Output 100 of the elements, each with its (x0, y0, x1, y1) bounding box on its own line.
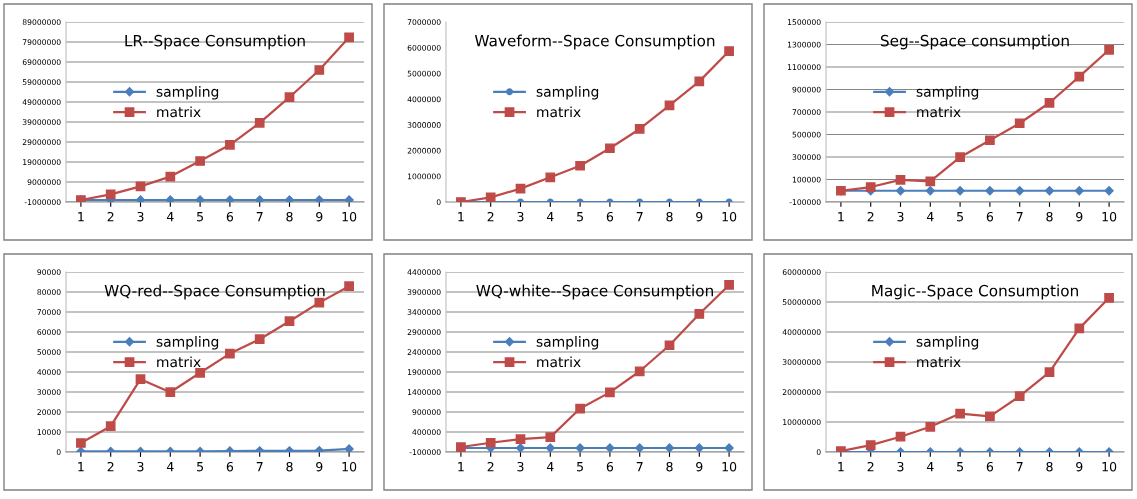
point (76, 438, 86, 448)
point (255, 195, 265, 202)
point (254, 334, 265, 345)
point (985, 411, 995, 422)
x-tick-label: 10 (1102, 211, 1117, 222)
x-tick-label: 4 (166, 462, 174, 472)
point (925, 176, 936, 187)
point (575, 443, 585, 452)
x-tick-label: 9 (696, 461, 703, 472)
point (575, 160, 585, 171)
x-tick-label: 1 (458, 462, 464, 472)
x-tick-label: 10 (1102, 461, 1117, 472)
legend-label: matrix (537, 106, 581, 118)
point (344, 32, 354, 43)
text: Seg--Space consumption (880, 34, 1069, 50)
point (605, 443, 615, 452)
x-tick-label: 3 (517, 211, 524, 222)
point (195, 195, 205, 202)
x-tick-label: 3 (897, 461, 904, 472)
x-tick-label: 1 (78, 212, 84, 222)
x-tick-label: 5 (577, 462, 583, 472)
point (314, 445, 324, 452)
point (254, 117, 265, 128)
point (165, 195, 175, 202)
point (694, 443, 704, 452)
legend-label: sampling (156, 86, 219, 100)
point (485, 437, 496, 448)
point (485, 192, 496, 202)
point (314, 65, 325, 75)
point (1044, 97, 1055, 108)
point (1014, 391, 1025, 402)
legend-label: matrix (917, 356, 961, 368)
x-tick-label: 4 (166, 212, 174, 222)
legend-label: matrix (157, 106, 201, 118)
x-tick-label: 10 (342, 211, 357, 222)
x-tick-label: 6 (226, 211, 234, 222)
point (545, 432, 556, 443)
legend-label: sampling (916, 336, 979, 350)
x-tick-label: 9 (1076, 461, 1083, 472)
legend-label: matrix (157, 356, 201, 368)
x-tick-label: 5 (577, 212, 583, 222)
point (664, 443, 675, 452)
point (165, 387, 176, 398)
point (515, 443, 526, 452)
point (664, 100, 675, 111)
x-tick-label: 5 (197, 212, 203, 222)
point (1104, 186, 1114, 196)
x-tick-label: 7 (256, 212, 263, 222)
x-tick-label: 8 (1046, 211, 1053, 222)
x-tick-label: 6 (986, 461, 994, 472)
x-tick-label: 5 (957, 462, 963, 472)
point (195, 156, 205, 166)
text: WQ-red--Space Consumption (104, 284, 325, 300)
point (634, 366, 645, 377)
x-tick-label: 10 (722, 211, 737, 222)
point (1044, 367, 1055, 378)
x-tick-label: 2 (867, 461, 874, 472)
x-tick-label: 2 (487, 461, 494, 472)
point (1104, 292, 1114, 303)
x-tick-label: 1 (78, 462, 84, 472)
point (955, 186, 965, 196)
point (344, 195, 354, 202)
x-tick-label: 1 (838, 212, 844, 222)
point (135, 374, 146, 385)
x-tick-label: 3 (897, 211, 904, 222)
x-tick-label: 6 (606, 211, 614, 222)
x-tick-label: 7 (1016, 462, 1023, 472)
point (225, 348, 235, 359)
point (1074, 71, 1085, 82)
x-tick-label: 5 (957, 212, 963, 222)
point (724, 280, 734, 290)
point (314, 195, 324, 202)
point (985, 186, 995, 196)
x-tick-label: 2 (107, 461, 114, 472)
x-tick-label: 3 (517, 461, 524, 472)
x-tick-label: 6 (226, 461, 234, 472)
x-tick-label: 4 (546, 462, 554, 472)
point (1044, 186, 1055, 196)
x-tick-label: 6 (986, 211, 994, 222)
x-tick-label: 2 (487, 211, 494, 222)
point (635, 443, 645, 452)
point (344, 281, 354, 292)
point (724, 443, 734, 452)
x-tick-label: 8 (286, 211, 293, 222)
x-tick-label: 7 (1016, 212, 1023, 222)
point (1074, 323, 1085, 334)
point (545, 172, 556, 183)
x-tick-label: 9 (316, 461, 323, 472)
x-tick-label: 8 (286, 461, 293, 472)
point (895, 174, 906, 185)
point (284, 316, 295, 327)
legend-label: sampling (916, 86, 979, 100)
text: WQ-white--Space Consumption (476, 284, 713, 300)
point (575, 403, 585, 414)
text: LR--Space Consumption (125, 34, 305, 50)
point (925, 186, 935, 196)
point (195, 367, 205, 378)
x-tick-label: 9 (696, 211, 703, 222)
point (105, 189, 116, 200)
x-tick-label: 7 (636, 462, 643, 472)
